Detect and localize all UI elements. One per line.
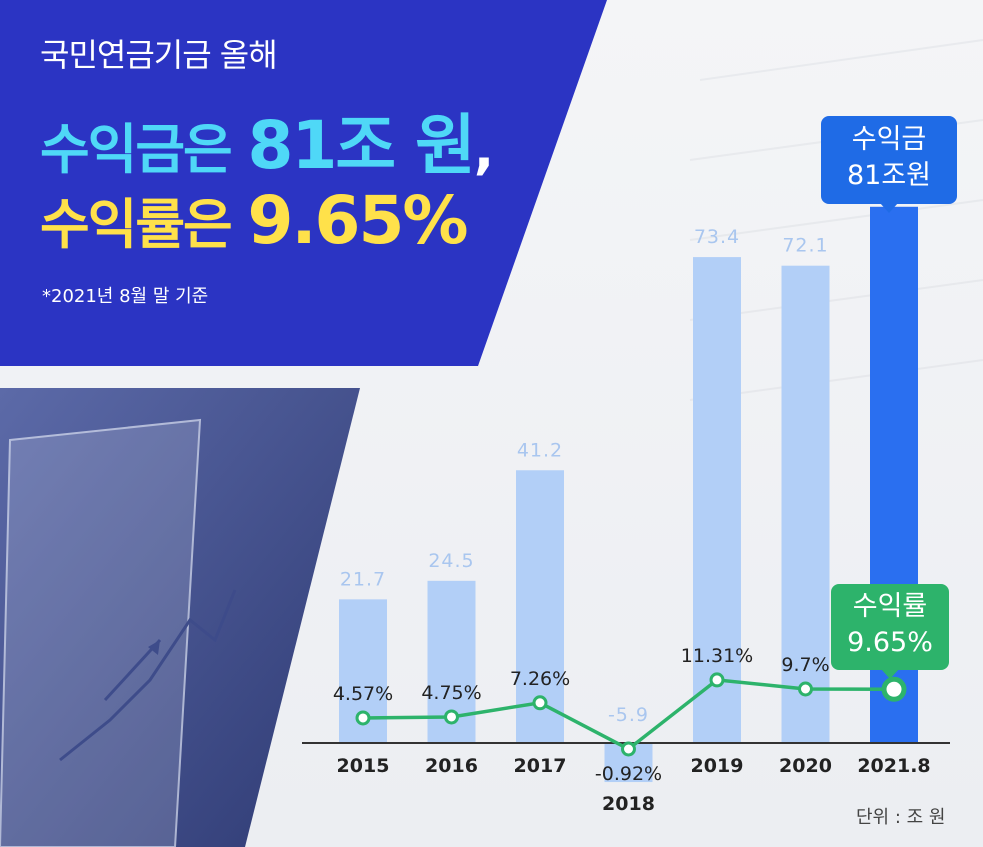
rate-point-2017 <box>532 695 548 711</box>
title-banner <box>0 0 607 366</box>
rate-callout: 수익률 9.65% <box>831 584 949 679</box>
rate-point-2015 <box>355 710 371 726</box>
bar-label-2015: 21.7 <box>340 568 386 590</box>
title-line-1: 국민연금기금 올해 <box>40 36 278 74</box>
rate-label-2015: 4.57% <box>333 683 393 705</box>
revenue-callout-line2: 81조원 <box>846 160 932 191</box>
bar-2020 <box>781 265 830 743</box>
revenue-callout-tail <box>880 203 898 213</box>
x-tick-label-2015: 2015 <box>337 755 390 777</box>
rate-label-2020: 9.7% <box>781 654 829 676</box>
revenue-callout: 수익금 81조원 <box>821 116 957 213</box>
rate-point-2018 <box>621 741 636 757</box>
title-rate-label: 수익률은 <box>40 193 248 256</box>
rate-callout-line1: 수익률 <box>852 591 928 622</box>
bar-label-2017: 41.2 <box>517 439 563 461</box>
bar-2019 <box>693 257 741 743</box>
photo-decoration <box>0 418 237 847</box>
rate-point-2016 <box>444 709 459 725</box>
rate-callout-tail <box>881 669 899 679</box>
x-tick-label-2021.8: 2021.8 <box>857 755 930 777</box>
bar-label-2018: -5.9 <box>608 704 649 726</box>
title-line-3: 수익률은 9.65% <box>40 180 469 259</box>
x-tick-label-2020: 2020 <box>779 755 832 777</box>
rate-point-2021.8 <box>881 676 907 702</box>
x-tick-label-2017: 2017 <box>514 755 567 777</box>
title-revenue-value: 81조 원 <box>247 107 476 184</box>
rate-label-2016: 4.75% <box>421 682 481 704</box>
revenue-callout-line1: 수익금 <box>851 124 927 155</box>
x-tick-label-2018: 2018 <box>602 793 655 815</box>
title-revenue-label: 수익금은 <box>40 118 248 181</box>
rate-point-2019 <box>709 672 725 688</box>
basis-note: *2021년 8월 말 기준 <box>42 286 209 307</box>
unit-note: 단위 : 조 원 <box>856 807 946 828</box>
rate-label-2018: -0.92% <box>595 763 662 785</box>
bar-label-2020: 72.1 <box>782 235 828 257</box>
bar-label-2016: 24.5 <box>428 550 474 572</box>
rate-point-2020 <box>798 681 813 697</box>
rate-label-2017: 7.26% <box>510 668 570 690</box>
rate-callout-line2: 9.65% <box>847 627 933 658</box>
x-tick-label-2016: 2016 <box>425 755 478 777</box>
title-line-2: 수익금은 81조 원, <box>40 92 494 188</box>
x-tick-label-2019: 2019 <box>691 755 744 777</box>
rate-label-2019: 11.31% <box>681 645 753 667</box>
title-comma: , <box>473 118 494 181</box>
bar-label-2019: 73.4 <box>694 226 740 248</box>
title-rate-value: 9.65% <box>247 182 469 259</box>
photo-panel <box>0 388 360 847</box>
